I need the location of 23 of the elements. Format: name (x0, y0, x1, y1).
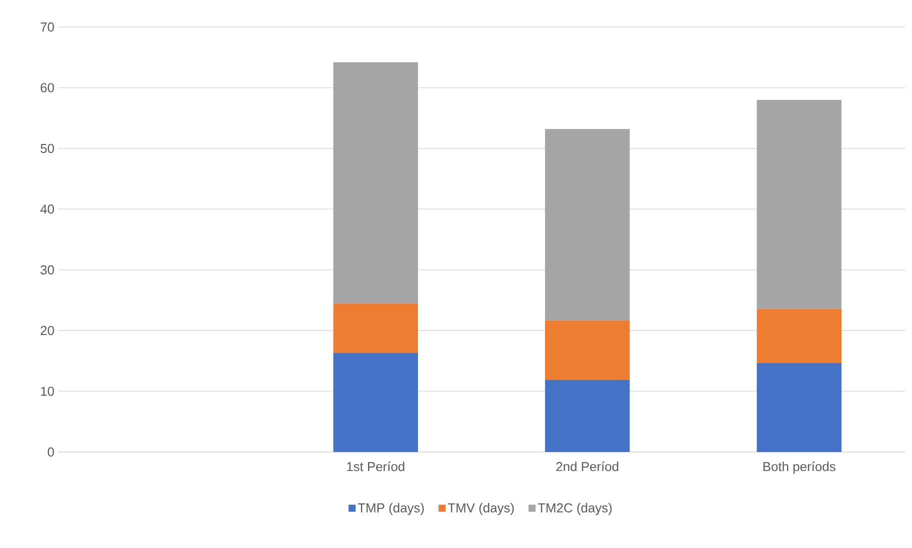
y-tick-label: 70 (40, 22, 54, 32)
legend-label: TMV (days) (448, 502, 514, 516)
bar (756, 308, 842, 363)
x-tick-label: 1st Períod (347, 462, 404, 472)
y-tick-label: 40 (40, 204, 54, 214)
legend-label: TMP (days) (358, 502, 424, 516)
bar (545, 129, 630, 320)
bar (333, 62, 418, 304)
y-tick-label: 0 (48, 447, 54, 457)
bar (333, 353, 418, 452)
bar (333, 303, 418, 354)
x-tick-label: 2nd Períod (556, 462, 618, 472)
bar (545, 320, 630, 380)
bar (756, 100, 842, 309)
y-tick-label: 60 (40, 83, 54, 92)
bar (756, 362, 842, 452)
y-tick-label: 50 (40, 144, 54, 154)
legend-label: TM2C (days) (538, 502, 612, 516)
y-tick-label: 30 (40, 265, 54, 274)
x-tick-label: Both períods (763, 462, 836, 474)
y-tick-label: 10 (41, 386, 54, 396)
y-tick-label: 20 (40, 326, 54, 336)
bar (545, 380, 630, 452)
